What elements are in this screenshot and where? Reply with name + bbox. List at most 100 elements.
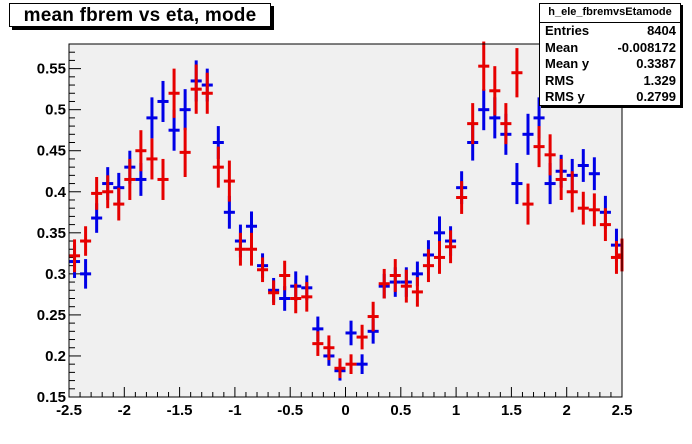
data-point xyxy=(588,157,600,191)
y-tick-label: 0.4 xyxy=(45,184,67,201)
stats-row-mean: Mean -0.008172 xyxy=(540,40,680,57)
stats-value: -0.008172 xyxy=(617,39,676,55)
x-tick-label: 2 xyxy=(563,402,571,419)
data-point xyxy=(533,126,545,168)
data-point xyxy=(146,138,158,180)
x-tick-label: -1 xyxy=(228,402,241,419)
data-marks xyxy=(68,41,624,398)
data-point xyxy=(268,280,280,306)
y-tick-label: 0.3 xyxy=(45,266,66,283)
data-point xyxy=(179,127,191,177)
y-tick-label: 0.2 xyxy=(45,348,66,365)
x-tick-label: 1 xyxy=(452,402,460,419)
data-point xyxy=(80,226,92,256)
data-point xyxy=(588,193,600,227)
stats-row-entries: Entries 8404 xyxy=(540,23,680,40)
y-tick-label: 0.55 xyxy=(37,61,66,78)
data-point xyxy=(223,160,235,202)
data-point xyxy=(522,183,534,225)
y-tick-label: 0.45 xyxy=(37,143,66,160)
data-point xyxy=(69,239,81,273)
plot-border xyxy=(68,43,623,398)
stats-value: 1.329 xyxy=(643,72,676,88)
stats-value: 8404 xyxy=(647,23,676,38)
data-point xyxy=(599,208,611,242)
data-point xyxy=(245,232,258,266)
x-tick-label: -1.5 xyxy=(167,402,193,419)
x-tick-label: -0.5 xyxy=(277,402,303,419)
data-point xyxy=(279,260,291,291)
stats-value: 0.2799 xyxy=(636,89,676,104)
data-point xyxy=(345,354,357,375)
data-point xyxy=(478,89,490,131)
data-point xyxy=(566,171,578,213)
axis-tick-labels: -2.5 -2 -1.5 -1 -0.5 0 0.5 1 1.5 2 2.5 0.15 0.2 0.25 0… xyxy=(37,61,633,419)
data-point xyxy=(555,158,567,200)
stats-key: Entries xyxy=(545,23,590,38)
data-point xyxy=(179,89,191,131)
data-point xyxy=(157,80,169,122)
data-point xyxy=(356,354,368,375)
data-point xyxy=(91,176,103,210)
data-point xyxy=(124,158,136,200)
data-point xyxy=(456,181,468,214)
stats-key: Mean xyxy=(545,39,579,55)
data-point xyxy=(378,268,390,299)
data-point xyxy=(610,241,622,274)
stats-key: RMS xyxy=(545,72,574,88)
data-point xyxy=(113,187,125,221)
chart-title-box: mean fbrem vs eta, mode xyxy=(9,3,271,27)
x-tick-label: -2 xyxy=(118,402,131,419)
data-point xyxy=(445,230,457,264)
stats-key: Mean y xyxy=(545,56,590,71)
data-point xyxy=(301,282,313,312)
data-point xyxy=(168,68,180,118)
data-point xyxy=(467,103,479,145)
data-point xyxy=(544,134,556,176)
data-point xyxy=(511,48,523,98)
data-point xyxy=(500,103,512,145)
data-point xyxy=(433,241,446,274)
data-point xyxy=(478,41,490,91)
data-point xyxy=(80,259,92,289)
data-point xyxy=(367,301,379,332)
x-tick-label: 2.5 xyxy=(612,402,633,419)
data-point xyxy=(212,146,224,188)
data-point xyxy=(356,324,368,350)
data-point xyxy=(400,269,412,303)
data-point xyxy=(411,277,423,307)
stats-value: 0.3387 xyxy=(636,56,676,71)
data-point xyxy=(190,64,202,114)
data-point xyxy=(577,149,589,182)
data-point xyxy=(146,97,158,139)
y-tick-label: 0.15 xyxy=(37,389,66,406)
stats-histogram-name: h_ele_fbremvsEtamode xyxy=(540,4,680,23)
data-point xyxy=(157,158,169,200)
data-point xyxy=(389,259,401,292)
data-point xyxy=(422,249,434,283)
data-point xyxy=(234,232,246,266)
x-tick-label: 0.5 xyxy=(390,402,411,419)
data-point xyxy=(323,335,335,361)
x-tick-label: -2.5 xyxy=(56,402,82,419)
chart-title: mean fbrem vs eta, mode xyxy=(23,5,257,26)
data-point xyxy=(290,283,302,314)
stats-box: h_ele_fbremvsEtamode Entries 8404 Mean -… xyxy=(539,3,681,106)
stats-row-rms: RMS 1.329 xyxy=(540,73,680,90)
y-tick-label: 0.25 xyxy=(37,307,66,324)
x-tick-label: 0 xyxy=(341,402,349,419)
x-tick-label: 1.5 xyxy=(501,402,522,419)
data-point xyxy=(345,320,357,346)
y-tick-label: 0.5 xyxy=(45,102,66,119)
data-point xyxy=(201,72,213,114)
data-point xyxy=(312,331,324,356)
stats-row-mean-y: Mean y 0.3387 xyxy=(540,56,680,73)
data-point xyxy=(334,358,346,379)
stats-row-rms-y: RMS y 0.2799 xyxy=(540,89,680,106)
data-point xyxy=(257,257,269,283)
data-point xyxy=(135,130,147,172)
data-point xyxy=(522,113,534,155)
data-point xyxy=(577,191,589,225)
data-point xyxy=(489,66,501,116)
